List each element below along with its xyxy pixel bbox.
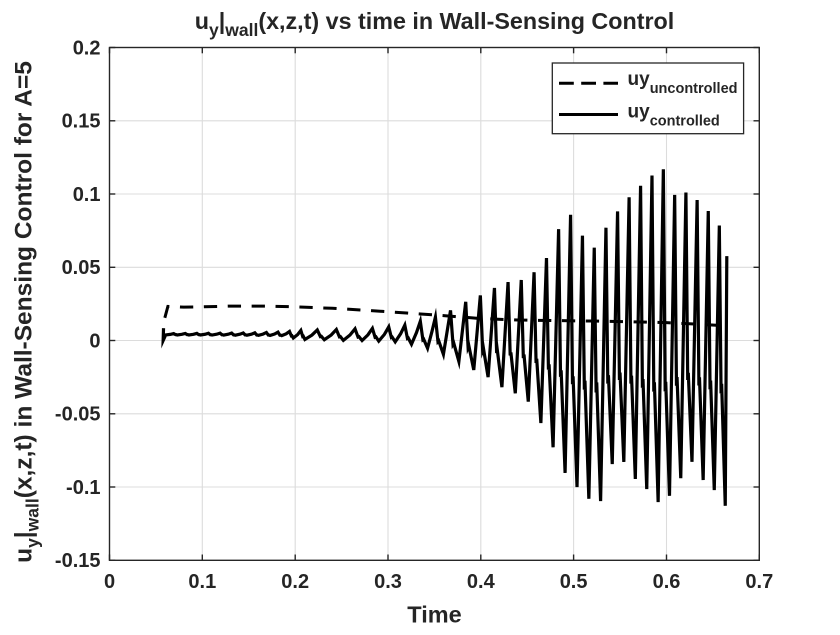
- svg-text:Time: Time: [407, 602, 461, 628]
- svg-text:0.1: 0.1: [188, 571, 216, 593]
- svg-text:0.7: 0.7: [745, 571, 773, 593]
- svg-text:0: 0: [89, 330, 100, 352]
- svg-text:0.3: 0.3: [374, 571, 402, 593]
- svg-text:0.2: 0.2: [73, 37, 101, 59]
- svg-text:0.6: 0.6: [653, 571, 681, 593]
- svg-text:0.15: 0.15: [62, 111, 101, 133]
- svg-text:-0.1: -0.1: [66, 477, 100, 499]
- svg-text:0.1: 0.1: [73, 184, 101, 206]
- svg-text:-0.05: -0.05: [55, 404, 101, 426]
- svg-text:0: 0: [104, 571, 115, 593]
- svg-text:0.05: 0.05: [62, 257, 101, 279]
- svg-text:0.2: 0.2: [281, 571, 309, 593]
- svg-text:-0.15: -0.15: [55, 550, 101, 572]
- svg-text:0.4: 0.4: [467, 571, 496, 593]
- svg-text:0.5: 0.5: [560, 571, 588, 593]
- svg-text:uy|wall(x,z,t) in Wall-Sensing: uy|wall(x,z,t) in Wall-Sensing Control f…: [11, 61, 43, 563]
